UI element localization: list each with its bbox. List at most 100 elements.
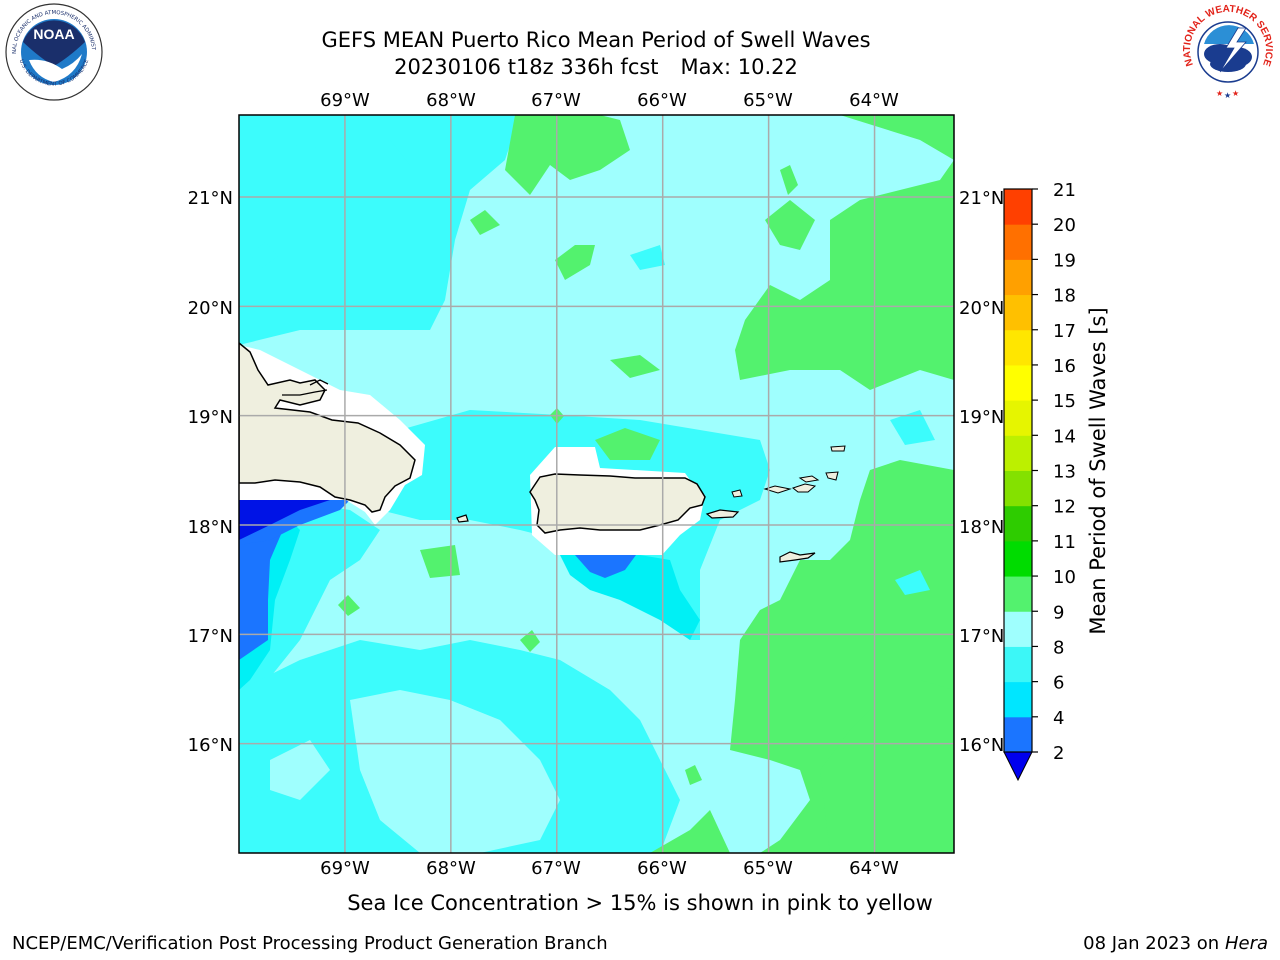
lon-label-bottom-69w: 69°W [320,858,370,879]
field-darkest-blue [239,500,330,540]
field-cyan-patch-2 [630,245,665,270]
lat-label-right-19n: 19°N [959,407,1004,428]
field-green-patch-8 [520,630,540,652]
field-green-south [650,810,730,853]
land-vieques [705,509,740,519]
colorbar-segment [1004,364,1032,401]
lon-label-top-66w: 66°W [637,90,687,111]
colorbar-tick-label: 2 [1053,743,1064,764]
lat-label-left-21n: 21°N [188,188,233,209]
field-green-patch-6 [420,545,460,578]
max-label: Max: 10.22 [680,55,798,79]
lon-label-top-67w: 67°W [531,90,581,111]
svg-text:NOAA: NOAA [33,26,74,42]
land-st-croix [779,551,816,563]
svg-text:★: ★ [1224,91,1231,100]
land-mona-island [456,514,469,523]
lat-label-left-20n: 20°N [188,298,233,319]
land-virgin-islands-4 [825,471,839,481]
lat-labels-left: 21°N 20°N 19°N 18°N 17°N 16°N [188,188,233,756]
colorbar-tick-label: 12 [1053,497,1076,518]
field-green-patch-2 [555,245,595,280]
footer-credit: NCEP/EMC/Verification Post Processing Pr… [12,933,608,954]
lat-label-right-16n: 16°N [959,735,1004,756]
land-hispaniola-peninsula [282,379,329,396]
field-cyan-patch-5 [239,795,265,835]
lon-label-bottom-68w: 68°W [426,858,476,879]
colorbar-tick-label: 11 [1053,532,1076,553]
lon-label-top-68w: 68°W [426,90,476,111]
colorbar-tick-label: 20 [1053,215,1076,236]
lat-label-right-21n: 21°N [959,188,1004,209]
land-virgin-islands-3 [798,475,820,483]
colorbar-tick-label: 9 [1053,602,1064,623]
field-green-patch-4 [610,355,660,378]
lat-label-left-17n: 17°N [188,626,233,647]
svg-text:★: ★ [1232,89,1239,98]
lon-label-top-69w: 69°W [320,90,370,111]
field-green-east [730,460,954,853]
lat-label-left-16n: 16°N [188,735,233,756]
field-cyan-patch-1 [250,242,278,268]
colorbar-segment [1004,646,1032,683]
lon-label-bottom-65w: 65°W [743,858,793,879]
field-cyan-patch-4 [895,570,930,595]
colorbar-segment [1004,576,1032,612]
field-green-patch-11 [780,165,798,195]
colorbar-tick-label: 4 [1053,708,1064,729]
land-hispaniola [239,342,416,513]
colorbar-tick-label: 21 [1053,180,1076,201]
colorbar-segment [1004,400,1032,436]
field-light-patch-south [350,690,560,853]
noaa-logo: NOAA NATIONAL OCEANIC AND ATMOSPHERIC AD… [2,2,103,101]
footer-date-text: 08 Jan 2023 on [1083,933,1225,954]
colorbar-tick-label: 19 [1053,250,1076,271]
colorbar-tick-label: 18 [1053,286,1076,307]
colorbar-under-arrow [1003,751,1033,782]
field-cyan-pr-south [560,555,700,640]
colorbar-tick-label: 13 [1053,462,1076,483]
lon-label-bottom-66w: 66°W [637,858,687,879]
colorbar-segment [1004,435,1032,471]
lon-label-top-64w: 64°W [849,90,899,111]
colorbar-segment [1004,505,1032,542]
colorbar-tick-label: 17 [1053,321,1076,342]
run-label: 20230106 t18z 336h fcst [394,55,659,79]
colorbar-tick-label: 14 [1053,426,1076,447]
land-puerto-rico [529,473,706,534]
lat-labels-right: 21°N 20°N 19°N 18°N 17°N 16°N [959,188,1004,756]
field-green-patch-5 [595,428,660,460]
colorbar-segment [1004,681,1032,718]
land-culebra [731,489,743,498]
field-cyan-patch-6 [350,140,410,180]
colorbar-segment [1004,224,1032,260]
land-virgin-islands-2 [791,483,817,493]
footer-date: 08 Jan 2023 on Hera [1083,933,1268,954]
lon-label-bottom-64w: 64°W [849,858,899,879]
sea-ice-caption: Sea Ice Concentration > 15% is shown in … [347,891,933,915]
lat-label-right-17n: 17°N [959,626,1004,647]
svg-text:★: ★ [1216,89,1223,98]
field-mid-cyan-north [292,135,330,148]
colorbar-tick-label: 15 [1053,391,1076,412]
field-green-patch-1 [765,200,815,250]
colorbar-segment [1004,716,1032,753]
colorbar-tick-label: 16 [1053,356,1076,377]
map-subtitle: 20230106 t18z 336h fcst Max: 10.22 [394,55,798,79]
map-frame [238,114,955,854]
lat-label-right-18n: 18°N [959,517,1004,538]
colorbar-label: Mean Period of Swell Waves [s] [1086,307,1110,634]
lon-labels-top: 69°W 68°W 67°W 66°W 65°W 64°W [320,90,899,111]
colorbar-segment [1004,189,1032,225]
land-virgin-islands-1 [763,485,792,494]
map-title: GEFS MEAN Puerto Rico Mean Period of Swe… [321,28,871,52]
colorbar-segment [1004,540,1032,577]
lon-labels-bottom: 69°W 68°W 67°W 66°W 65°W 64°W [320,858,899,879]
field-blue-dr-south [239,515,285,660]
field-light-patch-southwest [270,740,330,800]
field-green-patch-12 [685,765,702,785]
colorbar: 2 4 6 8 9 10 11 12 13 14 15 16 17 18 19 20 21 [1003,180,1076,782]
footer-host: Hera [1224,933,1268,954]
field-green-north [505,115,630,195]
